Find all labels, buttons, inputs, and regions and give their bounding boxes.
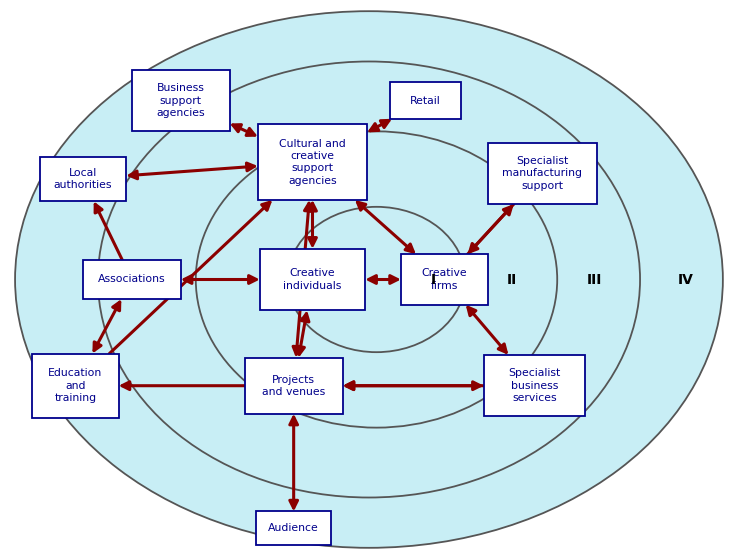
FancyBboxPatch shape: [483, 355, 586, 416]
FancyBboxPatch shape: [488, 143, 596, 204]
Text: Audience: Audience: [268, 523, 319, 533]
Text: Associations: Associations: [98, 274, 166, 285]
Text: Cultural and
creative
support
agencies: Cultural and creative support agencies: [279, 139, 346, 186]
Text: IV: IV: [677, 272, 694, 287]
Ellipse shape: [15, 11, 723, 548]
Text: Local
authorities: Local authorities: [53, 168, 112, 190]
FancyBboxPatch shape: [401, 254, 488, 305]
FancyBboxPatch shape: [132, 70, 230, 131]
Text: III: III: [587, 272, 602, 287]
Text: Business
support
agencies: Business support agencies: [157, 83, 205, 118]
Text: Specialist
business
services: Specialist business services: [508, 368, 561, 403]
FancyBboxPatch shape: [260, 249, 365, 310]
Text: Education
and
training: Education and training: [48, 368, 102, 403]
FancyBboxPatch shape: [83, 260, 181, 299]
Text: Specialist
manufacturing
support: Specialist manufacturing support: [502, 156, 582, 191]
Text: I: I: [431, 272, 435, 287]
FancyBboxPatch shape: [39, 157, 127, 201]
FancyBboxPatch shape: [256, 511, 331, 545]
Text: Creative
individuals: Creative individuals: [283, 268, 342, 291]
FancyBboxPatch shape: [32, 354, 118, 418]
Text: Creative
firms: Creative firms: [422, 268, 467, 291]
FancyBboxPatch shape: [245, 358, 343, 414]
FancyBboxPatch shape: [389, 82, 461, 119]
FancyBboxPatch shape: [258, 125, 367, 200]
Text: Retail: Retail: [410, 96, 441, 106]
Text: II: II: [507, 272, 517, 287]
Text: Projects
and venues: Projects and venues: [262, 375, 325, 397]
